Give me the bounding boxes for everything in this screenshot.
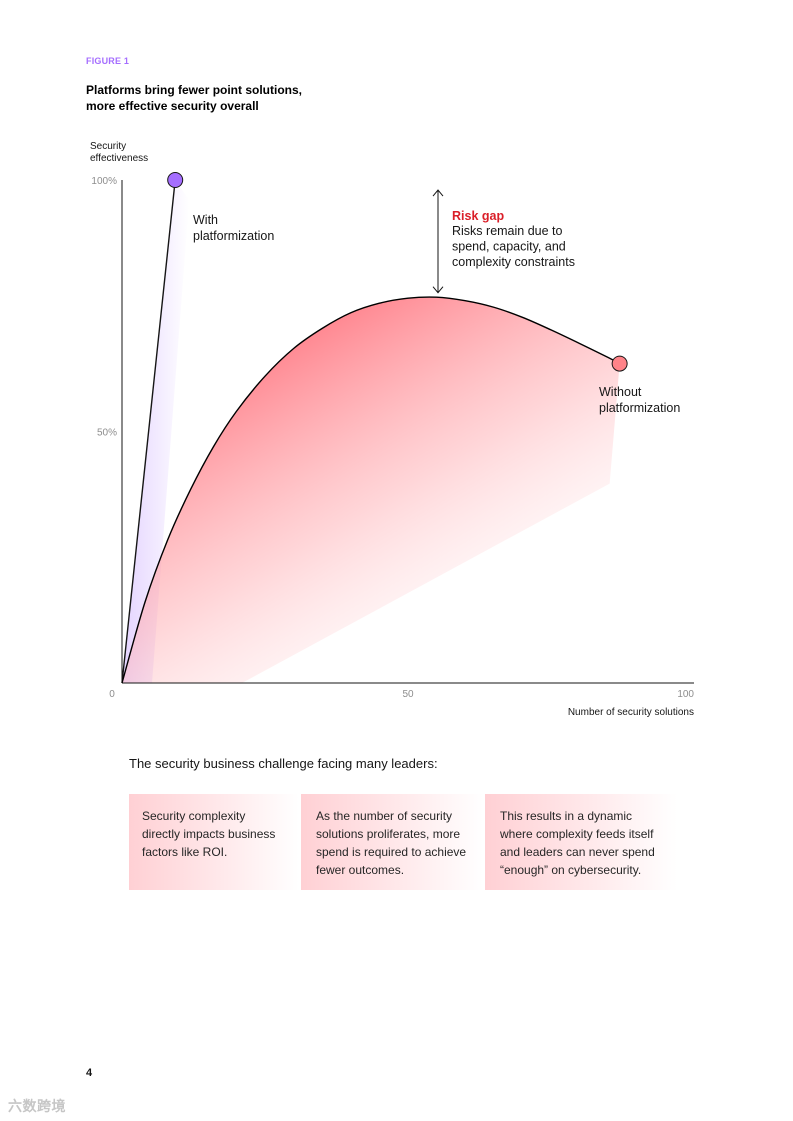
y-axis-label-line-2: effectiveness — [90, 153, 148, 164]
x-tick-label: 50 — [402, 689, 414, 700]
challenge-card-2: As the number of security solutions prol… — [301, 794, 483, 890]
card-1-line-1: Security complexity — [142, 809, 246, 823]
x-tick-label: 100 — [677, 689, 694, 700]
risk-gap-arrow-head-down — [432, 286, 444, 294]
page-number: 4 — [86, 1067, 93, 1079]
with-platformization-label-line-1: With — [193, 213, 218, 227]
without-platformization-marker — [611, 355, 628, 372]
figure-title-line-2: more effective security overall — [86, 99, 259, 113]
x-axis-label: Number of security solutions — [568, 707, 694, 718]
watermark-logo: 六数跨境 — [8, 1098, 66, 1114]
risk-gap-title: Risk gap — [452, 209, 504, 223]
risk-gap-description-line: spend, capacity, and — [452, 240, 566, 254]
without-platformization-line — [121, 296, 620, 684]
figure-title-line-1: Platforms bring fewer point solutions, — [86, 83, 303, 97]
figure-label: FIGURE 1 — [86, 56, 130, 66]
card-1-line-3: factors like ROI. — [142, 845, 228, 859]
figure-title: Platforms bring fewer point solutions, m… — [86, 82, 346, 114]
with-platformization-label-line-2: platformization — [193, 229, 274, 243]
risk-gap-arrow-head-up — [432, 189, 444, 197]
x-tick-label: 0 — [109, 689, 115, 700]
y-axis-label: Security effectiveness — [90, 141, 148, 164]
risk-gap-description-line: Risks remain due to — [452, 224, 563, 238]
with-platformization-line — [121, 179, 176, 684]
y-tick-label: 50% — [97, 428, 117, 439]
card-2-line-3: spend is required to achieve — [316, 845, 467, 859]
card-1-line-2: directly impacts business — [142, 827, 276, 841]
challenge-heading: The security business challenge facing m… — [129, 756, 438, 771]
card-3-line-4: “enough” on cybersecurity. — [500, 863, 642, 877]
card-2-line-4: fewer outcomes. — [316, 863, 405, 877]
card-2-line-1: As the number of security — [316, 809, 453, 823]
challenge-card-1: Security complexity directly impacts bus… — [129, 794, 299, 890]
without-platformization-label-line-1: Without — [599, 385, 642, 399]
card-3-line-3: and leaders can never spend — [500, 845, 655, 859]
risk-gap-description-line: complexity constraints — [452, 255, 575, 269]
without-platformization-area — [122, 297, 620, 683]
card-3-line-1: This results in a dynamic — [500, 809, 633, 823]
without-platformization-label-line-2: platformization — [599, 401, 680, 415]
with-platformization-marker — [167, 172, 184, 188]
y-axis-label-line-1: Security — [90, 141, 126, 152]
challenge-card-3: This results in a dynamic where complexi… — [485, 794, 677, 890]
card-3-line-2: where complexity feeds itself — [500, 827, 654, 841]
with-platformization-area — [122, 180, 190, 683]
card-2-line-2: solutions proliferates, more — [316, 827, 461, 841]
y-tick-label: 100% — [91, 176, 117, 187]
effectiveness-chart: Security effectiveness 0 50 100 50% 100% Wit… — [90, 141, 694, 718]
